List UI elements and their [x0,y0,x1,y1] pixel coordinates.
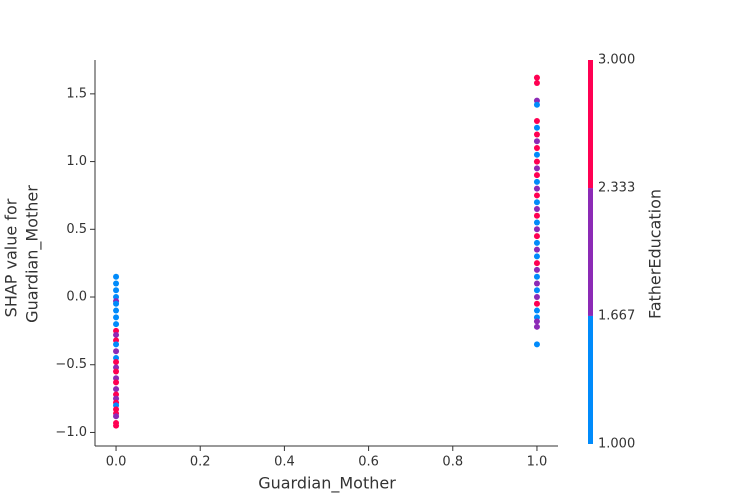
point [533,151,540,158]
point [533,280,540,287]
colorbar-segment [588,60,593,189]
point [113,422,120,429]
point [533,205,540,212]
point [533,178,540,185]
y-tick-label: 1.0 [66,154,87,169]
point [113,379,120,386]
x-tick-label: 0.2 [190,455,211,470]
y-axis-label: SHAP value for [2,198,21,317]
point [533,318,540,325]
y-axis-label: Guardian_Mother [23,185,43,323]
point [533,253,540,260]
y-tick-label: −0.5 [55,357,87,372]
point [113,273,120,280]
point [533,273,540,280]
colorbar-tick-label: 3.000 [598,53,635,68]
colorbar-tick-label: 1.000 [598,437,635,452]
y-tick-label: 0.0 [66,290,87,305]
point [533,323,540,330]
point [113,300,120,307]
point [533,307,540,314]
point [533,80,540,87]
colorbar-segment [588,188,593,316]
colorbar-label: FatherEducation [646,189,665,319]
point [533,131,540,138]
point [533,199,540,206]
point [533,117,540,124]
point [533,165,540,172]
colorbar-segment [588,315,593,444]
point [113,386,120,393]
point [533,239,540,246]
x-tick-label: 0.6 [358,455,379,470]
point [533,300,540,307]
point [533,341,540,348]
point [113,341,120,348]
point [533,172,540,179]
point [113,280,120,287]
point [533,233,540,240]
point [113,321,120,328]
y-tick-label: −1.0 [55,425,87,440]
x-tick-label: 0.0 [106,455,127,470]
point [533,192,540,199]
point [113,287,120,294]
x-axis-label: Guardian_Mother [258,474,396,494]
point [533,158,540,165]
point [113,307,120,314]
point [533,260,540,267]
point [533,287,540,294]
point [113,413,120,420]
point [533,74,540,81]
point [533,246,540,253]
point [113,331,120,338]
point [113,348,120,355]
point [533,212,540,219]
point [533,145,540,152]
colorbar-tick-label: 2.333 [598,181,635,196]
x-tick-label: 0.8 [442,455,463,470]
point [533,185,540,192]
y-tick-label: 1.5 [66,86,87,101]
point [533,101,540,108]
point [533,124,540,131]
point [533,294,540,301]
point [533,266,540,273]
y-tick-label: 0.5 [66,222,87,237]
point [533,226,540,233]
x-tick-label: 1.0 [527,455,548,470]
point [533,219,540,226]
point [113,314,120,321]
point [533,138,540,145]
colorbar-tick-label: 1.667 [598,308,635,323]
point [113,359,120,366]
point [113,368,120,375]
x-tick-label: 0.4 [274,455,295,470]
